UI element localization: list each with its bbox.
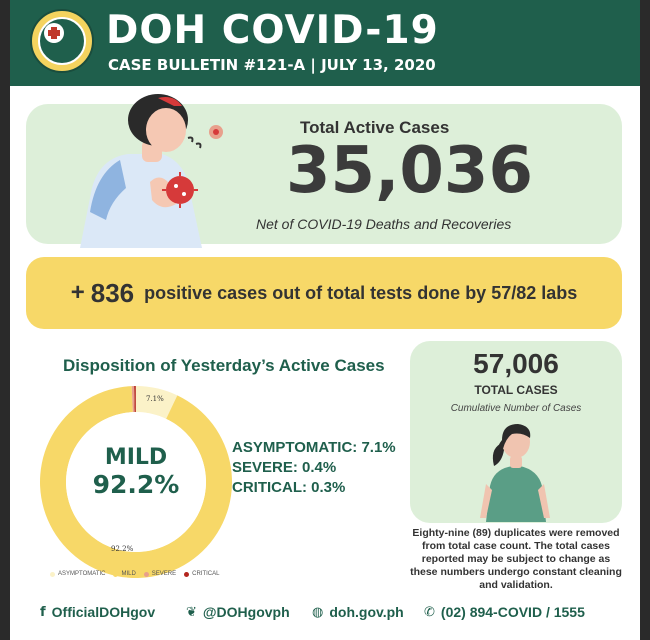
plus-sign: + — [70, 279, 85, 306]
footer-twitter[interactable]: ❦ @DOHgovph — [186, 604, 290, 620]
disposition-donut-chart — [40, 386, 233, 578]
legend-item-mild: MILD — [113, 571, 136, 577]
bulletin-subtitle: CASE BULLETIN #121-A | JULY 13, 2020 — [108, 56, 436, 74]
footer-website[interactable]: ◍ doh.gov.ph — [312, 604, 404, 620]
active-cases-number: 35,036 — [286, 134, 533, 208]
website-url: doh.gov.ph — [329, 604, 404, 620]
legend-item-asymptomatic: ASYMPTOMATIC — [50, 571, 105, 577]
legend-label: SEVERE — [151, 571, 177, 577]
donut-center-value: 92.2% — [92, 470, 180, 499]
phone-icon: ✆ — [424, 604, 435, 620]
twitter-icon: ❦ — [186, 604, 197, 620]
donut-slice-critical — [134, 386, 136, 413]
total-cases-label: TOTAL CASES — [474, 383, 558, 397]
legend-item-critical: CRITICAL — [184, 571, 219, 577]
page-title: DOH COVID-19 — [106, 8, 439, 53]
donut-center-label: MILD — [104, 445, 168, 470]
doh-seal-icon — [30, 9, 94, 73]
total-cases-note: Cumulative Number of Cases — [450, 403, 582, 414]
active-cases-note: Net of COVID-19 Deaths and Recoveries — [256, 216, 512, 232]
positive-description: positive cases out of total tests done b… — [144, 282, 578, 303]
twitter-handle: @DOHgovph — [202, 604, 290, 620]
donut-hole — [66, 412, 206, 552]
positive-cases-banner — [26, 257, 622, 329]
positive-count: 836 — [90, 277, 135, 308]
legend-swatch — [184, 571, 190, 577]
total-cases-number: 57,006 — [473, 348, 559, 379]
legend-label: CRITICAL — [192, 571, 220, 577]
legend-label: MILD — [121, 571, 136, 577]
stat-critical: CRITICAL: 0.3% — [232, 479, 346, 496]
globe-icon: ◍ — [312, 604, 324, 620]
legend-swatch — [113, 571, 119, 577]
legend-label: ASYMPTOMATIC — [58, 571, 106, 577]
legend-item-severe: SEVERE — [143, 571, 177, 577]
donut-slice-label-mild: 92.2% — [111, 545, 134, 553]
duplicates-note: Eighty-nine (89) duplicates were removed… — [410, 527, 622, 591]
legend-swatch — [143, 571, 149, 577]
legend-swatch — [50, 571, 55, 577]
bulletin-page: DOH COVID-19 CASE BULLETIN #121-A | JULY… — [10, 0, 640, 640]
positive-cases-text: + 836 positive cases out of total tests … — [26, 257, 622, 329]
donut-slice-severe — [131, 386, 135, 413]
header-bar: DOH COVID-19 CASE BULLETIN #121-A | JULY… — [10, 0, 640, 86]
stat-severe: SEVERE: 0.4% — [232, 459, 337, 476]
facebook-handle: OfficialDOHgov — [51, 604, 156, 620]
facebook-icon: f — [40, 604, 46, 620]
footer-phone[interactable]: ✆ (02) 894-COVID / 1555 — [424, 604, 585, 620]
stat-asymptomatic: ASYMPTOMATIC: 7.1% — [232, 439, 396, 456]
disposition-stats: ASYMPTOMATIC: 7.1% SEVERE: 0.4% CRITICAL… — [232, 438, 396, 498]
chart-legend: ASYMPTOMATIC MILD SEVERE CRITICAL — [50, 571, 227, 577]
donut-slice-label-asymptomatic: 7.1% — [146, 395, 164, 403]
active-cases-label: Total Active Cases — [300, 118, 450, 137]
disposition-title: Disposition of Yesterday’s Active Cases — [63, 356, 385, 375]
donut-slice-asymptomatic — [135, 386, 178, 419]
coughing-woman-illustration — [80, 94, 223, 248]
footer-facebook[interactable]: f OfficialDOHgov — [40, 604, 155, 620]
person-illustration — [480, 424, 550, 522]
phone-number: (02) 894-COVID / 1555 — [440, 604, 585, 620]
